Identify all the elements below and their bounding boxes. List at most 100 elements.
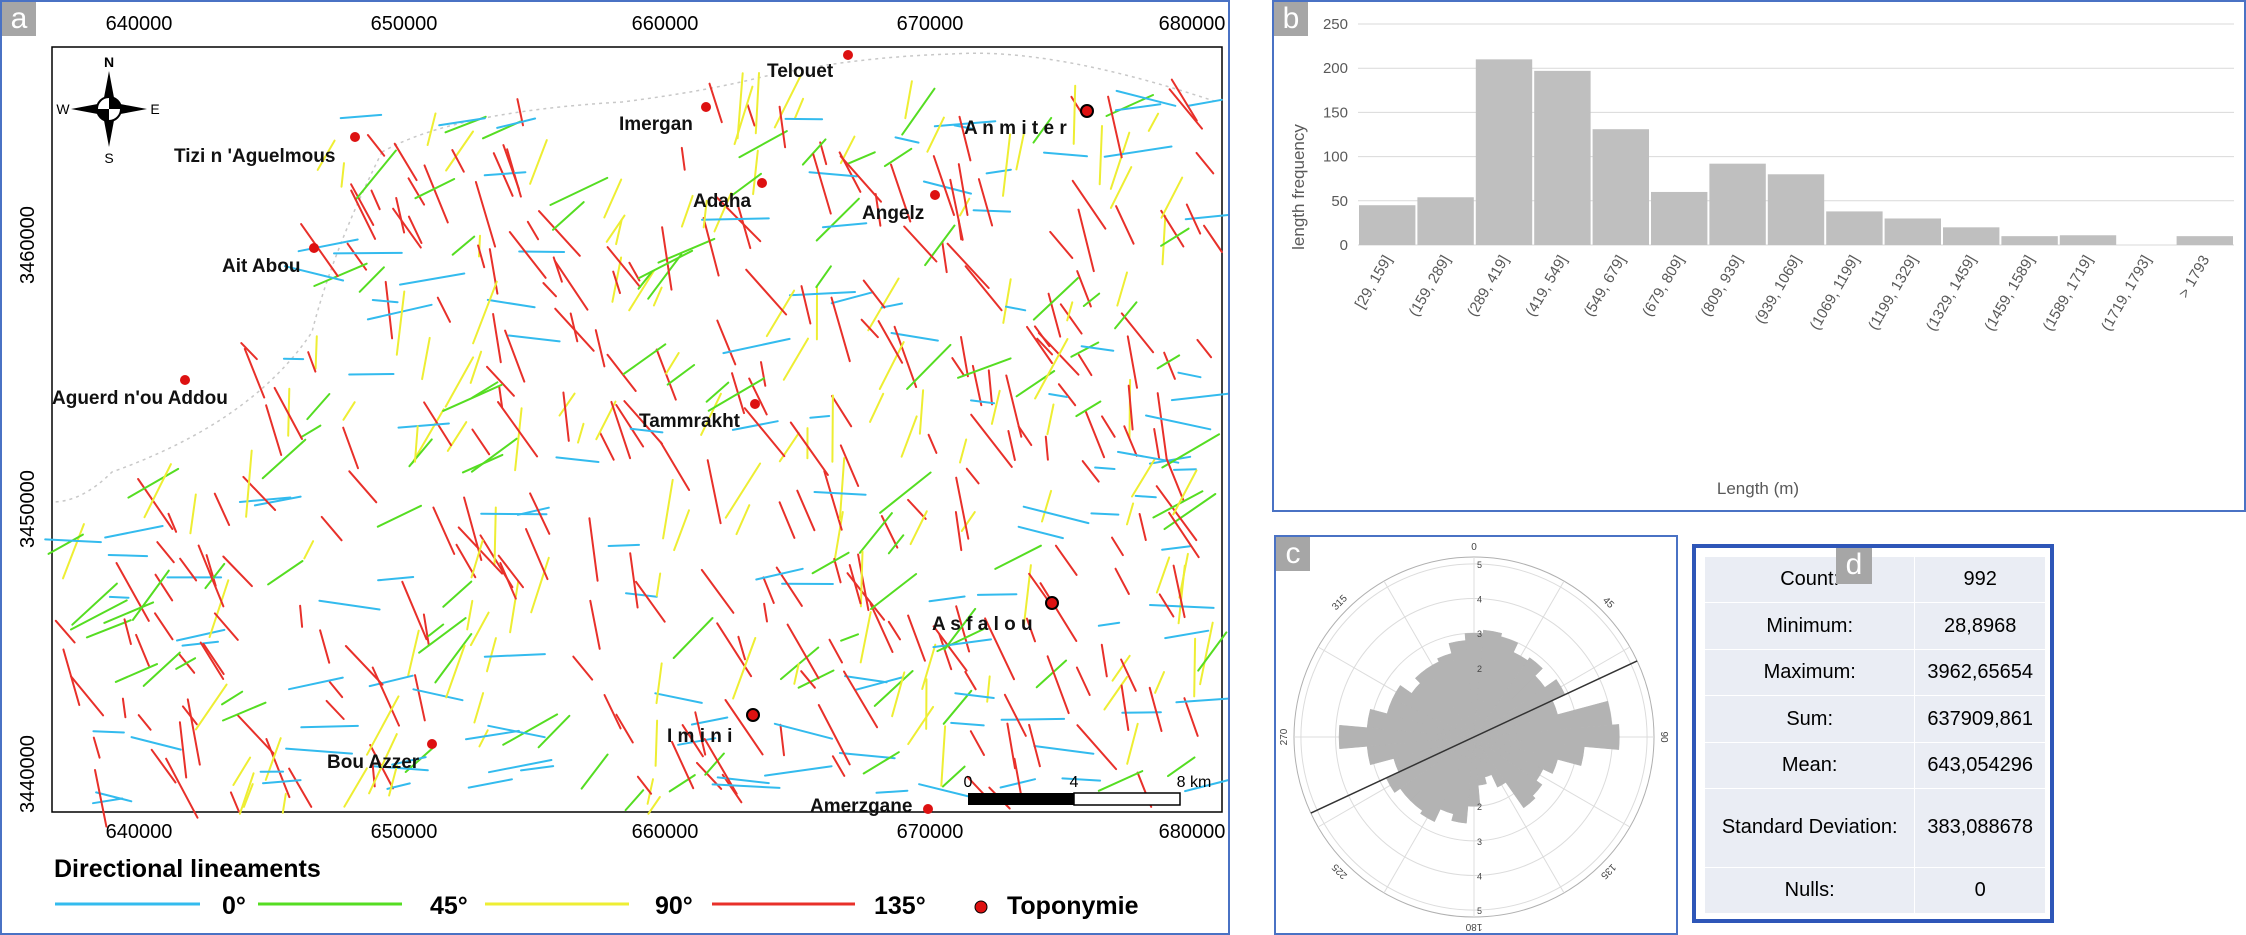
- lineament-segment: [537, 714, 571, 749]
- lineament-segment: [1197, 631, 1228, 672]
- lineament-segment: [516, 506, 550, 516]
- histogram-bars: [1359, 59, 2233, 246]
- lineament-segment: [502, 713, 559, 746]
- lineament-segment: [1080, 345, 1115, 352]
- lineament-segment: [635, 580, 666, 623]
- lineament-segment: [704, 752, 725, 776]
- lineament-segment: [1107, 95, 1123, 159]
- rose-radial-label: 2: [1477, 802, 1482, 812]
- lineament-segment: [716, 776, 770, 785]
- study-area-boundary: [381, 52, 1218, 153]
- lineament-segment: [793, 663, 800, 685]
- lineament-segment: [680, 194, 694, 228]
- lineament-segment: [245, 449, 253, 518]
- rose-direction-label: 45: [1600, 595, 1616, 611]
- lineament-segment: [514, 407, 523, 472]
- lineament-segment: [959, 438, 968, 464]
- lineament-segment: [1120, 658, 1137, 692]
- lineament-segment: [637, 249, 694, 280]
- lineament-segment: [167, 512, 178, 533]
- lineament-segment: [652, 286, 663, 307]
- lineament-segment: [95, 791, 133, 803]
- lineament-segment: [1071, 179, 1107, 230]
- lineament-segment: [809, 415, 831, 419]
- histogram-x-tick: > 1793: [2175, 253, 2213, 302]
- lineament-segment: [782, 337, 809, 381]
- lineament-segment: [941, 765, 966, 788]
- lineament-segment: [1022, 505, 1090, 525]
- lineament-segment: [422, 613, 430, 646]
- place-telouet: Telouet: [767, 61, 834, 82]
- lineament-segment: [909, 510, 928, 546]
- lineament-segment: [208, 579, 230, 639]
- lineament-segment: [154, 573, 174, 602]
- lineament-segment: [1115, 89, 1177, 107]
- lineament-segment: [860, 318, 879, 339]
- rose-direction-label: 90: [1658, 731, 1669, 743]
- lineament-segment: [694, 711, 707, 756]
- lineament-segment: [673, 509, 690, 552]
- lineament-segment: [1026, 325, 1053, 364]
- lineament-segment: [526, 220, 540, 241]
- lineament-segment: [553, 259, 589, 311]
- lineament-segment: [605, 214, 626, 243]
- lineament-segment: [1126, 335, 1138, 389]
- lineament-segment: [371, 666, 400, 727]
- lineament-segment: [493, 506, 497, 567]
- lineament-segment: [178, 721, 188, 779]
- stat-label: Nulls:: [1703, 866, 1916, 914]
- lineament-segment: [135, 633, 150, 667]
- lineament-segment: [606, 246, 642, 288]
- lineament-segment: [339, 113, 383, 120]
- histogram-bar: [1651, 191, 1708, 245]
- lineament-segment: [890, 332, 939, 342]
- lineament-segment: [434, 633, 473, 684]
- histogram-x-tick: (1719, 1793]: [2098, 253, 2155, 334]
- lineament-segment: [1168, 511, 1200, 559]
- place-aguerd: Aguerd n'ou Addou: [52, 388, 228, 409]
- lineament-segment: [1114, 567, 1130, 595]
- lineament-segment: [677, 737, 717, 746]
- lineament-segment: [465, 729, 520, 741]
- lineament-segment: [838, 752, 896, 760]
- lineament-segment: [342, 401, 356, 421]
- lineament-segment: [765, 289, 796, 338]
- lineament-segment: [875, 789, 909, 794]
- histogram-y-tick: 0: [1340, 237, 1348, 254]
- stat-label: Maximum:: [1703, 648, 1916, 697]
- lineament-segment: [444, 356, 475, 408]
- lineament-map: 640000 650000 660000 670000 680000 64000…: [17, 13, 1228, 920]
- lineament-segment: [1061, 777, 1102, 782]
- lineament-segment: [1161, 214, 1167, 266]
- lineament-segment: [222, 555, 253, 588]
- lineament-segment: [368, 674, 414, 688]
- lineament-segment: [959, 197, 971, 217]
- legend-label-135: 135°: [874, 892, 926, 920]
- lineament-segment: [314, 335, 318, 370]
- lineament-segment: [779, 646, 820, 681]
- lineament-segment: [466, 599, 474, 631]
- lineament-segment: [552, 256, 563, 283]
- lineament-segment: [708, 82, 723, 124]
- lineament-segment: [1017, 425, 1033, 447]
- lineament-segment: [1172, 469, 1198, 516]
- lineament-segment: [1167, 756, 1196, 778]
- lineament-segment: [994, 544, 1042, 570]
- lineament-segment: [498, 386, 504, 409]
- lineament-segment: [951, 357, 965, 377]
- stat-value: 383,088678: [1914, 788, 2046, 868]
- lineament-segment: [1155, 556, 1171, 594]
- histogram-x-tick: (549, 679]: [1581, 253, 1630, 320]
- place-adaha: Adaha: [693, 191, 752, 212]
- rose-mean-direction-line: [1310, 660, 1638, 814]
- lineament-segment: [477, 244, 486, 269]
- lineament-segment: [213, 492, 231, 526]
- stat-value: 3962,65654: [1914, 648, 2046, 697]
- toponyms: Telouet Imergan Tizi n 'Aguelmous Adaha …: [52, 50, 1094, 817]
- rose-sectors: [1338, 629, 1620, 824]
- lineament-segment: [388, 764, 398, 797]
- lineament-segment: [502, 144, 520, 190]
- lineament-segment: [628, 269, 655, 312]
- histogram-bar: [1826, 211, 1883, 245]
- compass-s: S: [104, 150, 113, 166]
